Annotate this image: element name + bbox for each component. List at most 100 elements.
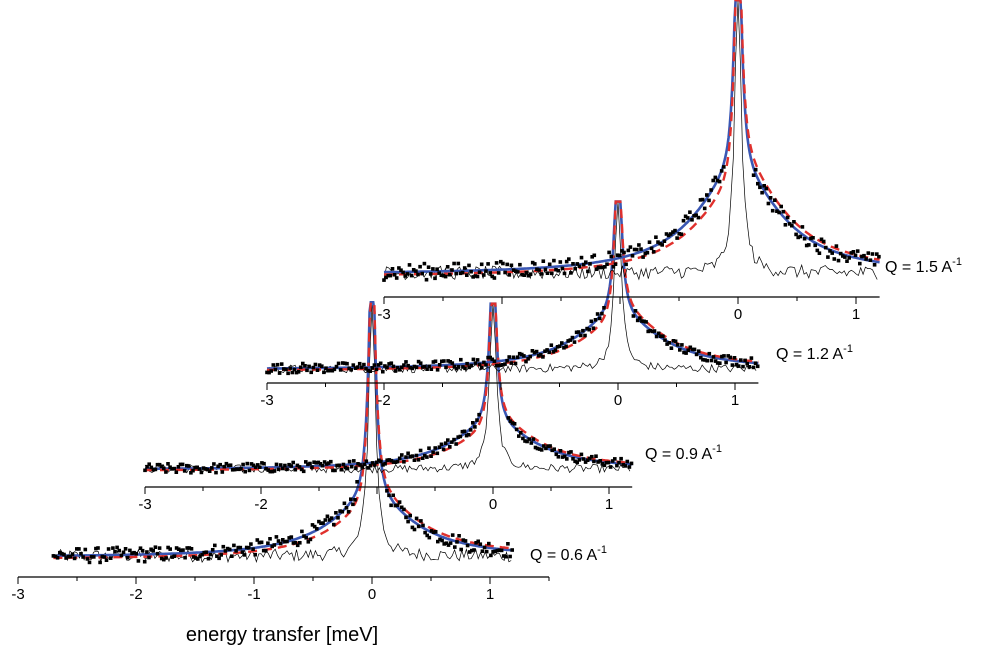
data-point — [312, 460, 316, 464]
data-point — [525, 439, 529, 444]
data-point — [730, 363, 735, 367]
data-point — [713, 175, 718, 180]
data-point — [593, 318, 598, 322]
data-point — [626, 248, 631, 253]
data-point — [667, 341, 671, 345]
data-point — [445, 265, 450, 269]
data-point — [809, 236, 813, 241]
data-point — [632, 247, 637, 252]
data-point — [223, 549, 228, 553]
data-point — [388, 273, 393, 278]
data-point — [715, 361, 720, 365]
data-point — [494, 363, 499, 368]
data-point — [275, 362, 280, 367]
data-point — [193, 556, 198, 560]
data-point — [125, 555, 130, 560]
data-point — [397, 456, 402, 461]
data-point — [394, 276, 399, 280]
data-point — [326, 461, 331, 465]
data-point — [519, 430, 523, 435]
data-point — [675, 343, 680, 347]
data-point — [592, 459, 596, 464]
data-point — [606, 460, 611, 465]
data-point — [800, 225, 805, 229]
data-point — [766, 201, 771, 206]
data-point — [478, 542, 483, 546]
data-point — [717, 179, 722, 184]
data-point — [630, 254, 635, 258]
data-point — [543, 267, 548, 272]
data-point — [507, 355, 511, 359]
data-point — [558, 260, 563, 264]
data-point — [308, 537, 313, 542]
data-point — [694, 352, 699, 357]
data-point — [266, 468, 270, 472]
data-point — [145, 464, 149, 469]
data-point — [368, 463, 373, 468]
data-point — [535, 267, 539, 272]
data-point — [260, 461, 264, 465]
data-point — [472, 548, 476, 552]
data-point — [604, 460, 609, 465]
data-point — [420, 271, 424, 276]
data-point — [620, 249, 624, 253]
data-point — [435, 368, 440, 372]
data-point — [870, 252, 875, 256]
data-point — [75, 547, 79, 551]
data-point — [456, 261, 461, 266]
data-point — [830, 251, 834, 255]
data-point — [130, 551, 134, 555]
data-point — [442, 542, 446, 546]
data-point — [480, 365, 484, 370]
data-point — [637, 243, 641, 247]
data-point — [482, 545, 487, 550]
data-point — [592, 253, 597, 258]
data-point — [583, 460, 588, 464]
data-point — [426, 265, 431, 269]
data-point — [581, 328, 585, 333]
data-point — [271, 363, 276, 367]
data-point — [450, 268, 454, 272]
data-point — [287, 536, 291, 540]
data-point — [364, 459, 369, 463]
data-point — [264, 549, 268, 553]
data-point — [452, 261, 456, 266]
data-point — [590, 255, 594, 259]
data-point — [205, 467, 210, 472]
data-point — [407, 263, 412, 267]
data-point — [815, 248, 820, 253]
data-point — [372, 463, 377, 467]
data-point — [694, 213, 698, 217]
data-point — [176, 547, 181, 551]
data-point — [864, 257, 868, 261]
data-point — [153, 545, 158, 549]
data-point — [333, 468, 337, 473]
data-point — [549, 343, 554, 347]
data-point — [298, 365, 303, 370]
data-point — [215, 554, 219, 558]
data-point — [53, 554, 58, 559]
data-point — [847, 256, 851, 260]
data-point — [55, 556, 60, 560]
data-point — [482, 360, 486, 365]
data-point — [384, 275, 388, 280]
data-point — [232, 543, 236, 548]
data-point — [585, 326, 589, 331]
data-point — [255, 538, 260, 542]
data-point — [743, 358, 747, 363]
data-point — [484, 549, 489, 554]
data-point — [688, 345, 693, 350]
data-point — [503, 270, 507, 275]
data-point — [493, 549, 497, 554]
data-point — [274, 535, 279, 539]
data-point — [832, 257, 837, 261]
tick-label: -1 — [247, 586, 260, 603]
data-point — [571, 457, 575, 461]
data-point — [550, 448, 554, 453]
data-point — [600, 462, 605, 466]
data-point — [308, 461, 312, 466]
data-point — [562, 454, 567, 459]
data-point — [358, 463, 362, 467]
data-point — [587, 327, 591, 332]
data-point — [479, 262, 484, 267]
